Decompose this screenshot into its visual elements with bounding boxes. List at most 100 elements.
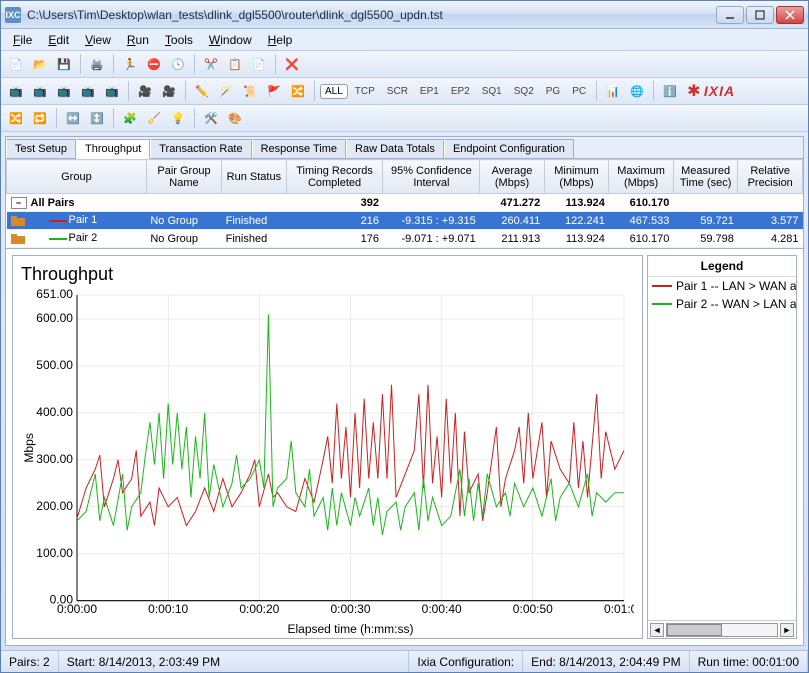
col-header[interactable]: Maximum (Mbps) <box>609 160 674 194</box>
legend-scrollbar[interactable]: ◄ ► <box>648 620 796 638</box>
t3-2-icon[interactable]: 🔁 <box>29 107 51 129</box>
tab-throughput[interactable]: Throughput <box>76 139 150 159</box>
tab-transaction-rate[interactable]: Transaction Rate <box>150 139 251 158</box>
svg-text:600.00: 600.00 <box>36 311 73 325</box>
col-header[interactable]: 95% Confidence Interval <box>383 160 480 194</box>
tab-raw-data-totals[interactable]: Raw Data Totals <box>346 139 444 158</box>
svg-text:300.00: 300.00 <box>36 452 73 466</box>
cam2-icon[interactable]: 🎥 <box>158 80 180 102</box>
toolbar-1: 📄 📂 💾 🖨️ 🏃 ⛔ 🕓 ✂️ 📋 📄 ❌ <box>1 51 808 78</box>
filter-pg[interactable]: PG <box>541 80 565 102</box>
cam1-icon[interactable]: 🎥 <box>134 80 156 102</box>
open-icon[interactable]: 📂 <box>29 53 51 75</box>
info-icon[interactable]: ℹ️ <box>659 80 681 102</box>
tv5-icon[interactable]: 📺 <box>101 80 123 102</box>
filter-ep2[interactable]: EP2 <box>446 80 475 102</box>
col-header[interactable]: Relative Precision <box>738 160 803 194</box>
status-runtime: Run time: 00:01:00 <box>690 651 808 672</box>
filter-ep1[interactable]: EP1 <box>415 80 444 102</box>
arrows-icon[interactable]: 🔀 <box>287 80 309 102</box>
t3-3-icon[interactable]: ↔️ <box>62 107 84 129</box>
col-header[interactable]: Average (Mbps) <box>480 160 545 194</box>
svg-text:400.00: 400.00 <box>36 405 73 419</box>
legend-item[interactable]: Pair 1 -- LAN > WAN a <box>648 277 796 295</box>
filter-tcp[interactable]: TCP <box>350 80 380 102</box>
svg-text:651.00: 651.00 <box>36 289 73 301</box>
t3-5-icon[interactable]: 🧩 <box>119 107 141 129</box>
edit-icon[interactable]: ✏️ <box>191 80 213 102</box>
filter-sq2[interactable]: SQ2 <box>509 80 539 102</box>
scroll-left-icon[interactable]: ◄ <box>650 623 664 637</box>
titlebar[interactable]: IXC C:\Users\Tim\Desktop\wlan_tests\dlin… <box>1 1 808 29</box>
tv1-icon[interactable]: 📺 <box>5 80 27 102</box>
t3-6-icon[interactable]: 🧹 <box>143 107 165 129</box>
pause-icon[interactable]: 🕓 <box>167 53 189 75</box>
content-area: Test SetupThroughputTransaction RateResp… <box>5 136 804 646</box>
col-header[interactable]: Timing Records Completed <box>286 160 383 194</box>
minimize-button[interactable] <box>716 6 744 24</box>
menu-view[interactable]: View <box>77 31 119 49</box>
cut-icon[interactable]: ✂️ <box>200 53 222 75</box>
scroll-track[interactable] <box>666 623 778 637</box>
menu-file[interactable]: File <box>5 31 40 49</box>
t3-4-icon[interactable]: ↕️ <box>86 107 108 129</box>
results-grid[interactable]: GroupPair Group NameRun StatusTiming Rec… <box>6 159 803 249</box>
script-icon[interactable]: 📜 <box>239 80 261 102</box>
tb2-extra1-icon[interactable]: 📊 <box>602 80 624 102</box>
menu-window[interactable]: Window <box>201 31 260 49</box>
save-icon[interactable]: 💾 <box>53 53 75 75</box>
svg-text:0:00:20: 0:00:20 <box>239 602 279 616</box>
app-icon: IXC <box>5 7 21 23</box>
chart-title: Throughput <box>21 264 634 285</box>
svg-text:0:00:40: 0:00:40 <box>422 602 462 616</box>
table-row[interactable]: Pair 1No GroupFinished216-9.315 : +9.315… <box>7 212 803 230</box>
summary-row[interactable]: −All Pairs392471.272113.924610.170 <box>7 194 803 212</box>
flag-icon[interactable]: 🚩 <box>263 80 285 102</box>
legend-item[interactable]: Pair 2 -- WAN > LAN a <box>648 295 796 313</box>
svg-text:500.00: 500.00 <box>36 358 73 372</box>
tab-test-setup[interactable]: Test Setup <box>6 139 76 158</box>
tv4-icon[interactable]: 📺 <box>77 80 99 102</box>
menubar: FileEditViewRunToolsWindowHelp <box>1 29 808 51</box>
t3-1-icon[interactable]: 🔀 <box>5 107 27 129</box>
print-icon[interactable]: 🖨️ <box>86 53 108 75</box>
filter-pc[interactable]: PC <box>567 80 591 102</box>
wand-icon[interactable]: 🪄 <box>215 80 237 102</box>
tv3-icon[interactable]: 📺 <box>53 80 75 102</box>
filter-scr[interactable]: SCR <box>382 80 413 102</box>
chart-plot[interactable]: 0.00100.00200.00300.00400.00500.00600.00… <box>21 289 634 637</box>
t3-7-icon[interactable]: 💡 <box>167 107 189 129</box>
close-button[interactable] <box>776 6 804 24</box>
menu-run[interactable]: Run <box>119 31 157 49</box>
filter-sq1[interactable]: SQ1 <box>477 80 507 102</box>
delete-icon[interactable]: ❌ <box>281 53 303 75</box>
copy-icon[interactable]: 📋 <box>224 53 246 75</box>
scroll-thumb[interactable] <box>667 624 722 636</box>
run-icon[interactable]: 🏃 <box>119 53 141 75</box>
menu-help[interactable]: Help <box>260 31 301 49</box>
col-header[interactable]: Pair Group Name <box>146 160 221 194</box>
tb2-extra2-icon[interactable]: 🌐 <box>626 80 648 102</box>
tab-response-time[interactable]: Response Time <box>252 139 346 158</box>
maximize-button[interactable] <box>746 6 774 24</box>
t3-9-icon[interactable]: 🎨 <box>224 107 246 129</box>
tab-endpoint-configuration[interactable]: Endpoint Configuration <box>444 139 574 158</box>
col-header[interactable]: Measured Time (sec) <box>673 160 738 194</box>
svg-text:200.00: 200.00 <box>36 499 73 513</box>
scroll-right-icon[interactable]: ► <box>780 623 794 637</box>
t3-8-icon[interactable]: 🛠️ <box>200 107 222 129</box>
svg-text:0:00:10: 0:00:10 <box>148 602 188 616</box>
toolbar-2: 📺 📺 📺 📺 📺 🎥 🎥 ✏️ 🪄 📜 🚩 🔀 ALL TCPSCREP1EP… <box>1 78 808 105</box>
paste-icon[interactable]: 📄 <box>248 53 270 75</box>
tv2-icon[interactable]: 📺 <box>29 80 51 102</box>
menu-tools[interactable]: Tools <box>157 31 201 49</box>
new-icon[interactable]: 📄 <box>5 53 27 75</box>
menu-edit[interactable]: Edit <box>40 31 77 49</box>
col-header[interactable]: Run Status <box>222 160 287 194</box>
table-row[interactable]: Pair 2No GroupFinished176-9.071 : +9.071… <box>7 230 803 248</box>
statusbar: Pairs: 2 Start: 8/14/2013, 2:03:49 PM Ix… <box>1 650 808 672</box>
stop-icon[interactable]: ⛔ <box>143 53 165 75</box>
col-header[interactable]: Group <box>7 160 147 194</box>
all-button[interactable]: ALL <box>320 84 348 99</box>
col-header[interactable]: Minimum (Mbps) <box>544 160 609 194</box>
